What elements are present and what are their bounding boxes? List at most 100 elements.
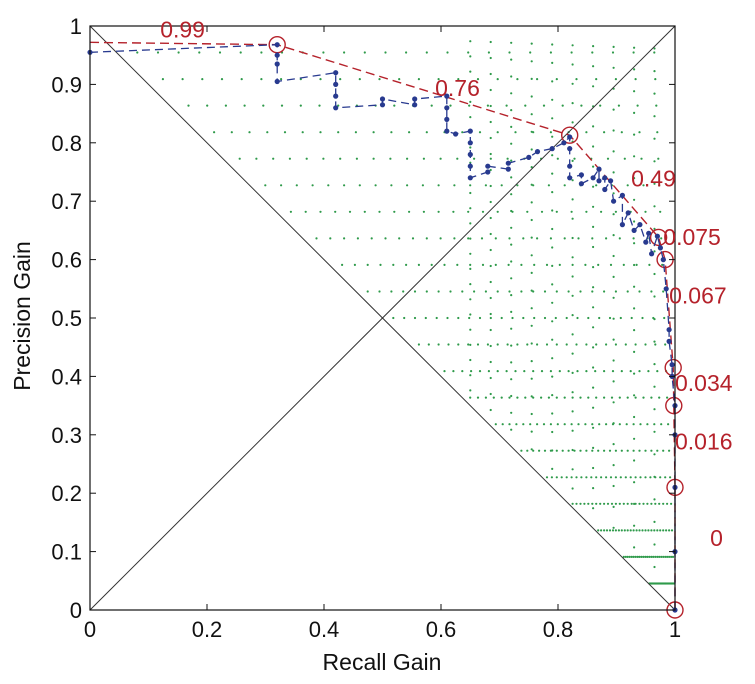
iso-point: [468, 316, 471, 320]
iso-point: [575, 78, 578, 81]
iso-point: [592, 205, 595, 208]
iso-point: [650, 555, 653, 559]
iso-point: [260, 51, 263, 54]
iso-point: [510, 361, 513, 364]
iso-point: [661, 263, 664, 266]
iso-point: [522, 423, 525, 426]
iso-point: [456, 157, 459, 160]
iso-point: [571, 314, 574, 317]
iso-point: [563, 396, 566, 399]
iso-point: [618, 423, 621, 426]
iso-point: [476, 78, 480, 81]
iso-point: [624, 476, 627, 479]
iso-point: [427, 343, 430, 346]
iso-point: [612, 505, 615, 508]
iso-point: [467, 237, 470, 240]
iso-point: [218, 51, 222, 54]
iso-point: [481, 263, 485, 266]
iso-point: [642, 555, 645, 559]
iso-point: [283, 131, 287, 134]
iso-point: [624, 343, 627, 346]
iso-point: [633, 155, 636, 158]
curve-point: [274, 42, 280, 48]
iso-point: [341, 263, 344, 266]
iso-point: [469, 55, 472, 58]
iso-point: [633, 437, 636, 440]
iso-point: [610, 396, 614, 399]
iso-point: [530, 412, 533, 416]
iso-point: [530, 307, 533, 310]
iso-point: [443, 263, 446, 266]
iso-point: [489, 216, 492, 220]
iso-point: [584, 423, 587, 426]
iso-point: [635, 263, 638, 266]
iso-point: [478, 370, 482, 373]
iso-point: [612, 526, 615, 529]
iso-point: [437, 210, 440, 213]
y-tick-label: 0: [70, 598, 82, 623]
iso-point: [612, 317, 615, 320]
iso-point: [603, 131, 606, 134]
iso-point: [626, 555, 629, 559]
iso-point: [551, 283, 554, 286]
threshold-label: 0.49: [631, 166, 676, 192]
curve-point: [485, 169, 491, 175]
iso-point: [571, 198, 574, 201]
iso-point: [630, 316, 633, 320]
x-tick-label: 0.4: [309, 617, 340, 642]
iso-point: [393, 210, 396, 213]
iso-point: [187, 104, 190, 107]
iso-point: [563, 237, 566, 240]
iso-point: [658, 184, 661, 187]
iso-point: [639, 423, 642, 426]
iso-point: [403, 316, 406, 320]
iso-point: [633, 459, 636, 462]
iso-point: [319, 131, 322, 134]
iso-point: [543, 449, 547, 452]
iso-point: [301, 131, 304, 134]
iso-point: [669, 476, 672, 479]
iso-point: [670, 555, 673, 559]
iso-point: [339, 78, 342, 81]
iso-point: [563, 423, 566, 426]
iso-point: [646, 423, 649, 426]
iso-point: [322, 51, 325, 54]
iso-point: [437, 184, 440, 187]
iso-point: [630, 502, 633, 505]
iso-point: [390, 184, 393, 187]
iso-point: [585, 449, 588, 452]
iso-point: [626, 184, 629, 187]
iso-point: [486, 104, 489, 107]
iso-point: [489, 312, 492, 316]
curve-point: [549, 146, 555, 152]
iso-point: [496, 290, 499, 293]
curve-point: [649, 251, 655, 257]
iso-point: [489, 200, 492, 204]
iso-point: [612, 401, 615, 404]
iso-point: [487, 51, 490, 54]
iso-point: [571, 429, 574, 432]
iso-point: [489, 157, 492, 160]
iso-point: [592, 346, 595, 349]
y-tick-label: 0.4: [51, 364, 82, 389]
iso-point: [533, 316, 536, 320]
iso-point: [614, 210, 618, 213]
iso-point: [230, 131, 233, 134]
iso-point: [516, 184, 519, 187]
iso-point: [422, 210, 425, 213]
iso-point: [591, 51, 594, 54]
threshold-label: 0.075: [663, 224, 721, 250]
iso-point: [530, 377, 533, 380]
iso-point: [547, 184, 551, 187]
iso-point: [392, 316, 395, 320]
iso-point: [567, 370, 570, 373]
iso-point: [603, 529, 606, 532]
iso-point: [670, 529, 674, 532]
iso-point: [489, 56, 492, 60]
curve-point: [646, 230, 652, 236]
iso-point: [430, 104, 433, 107]
iso-point: [573, 157, 576, 160]
iso-point: [425, 131, 428, 134]
threshold-label: 0: [710, 525, 723, 551]
iso-point: [638, 370, 641, 373]
